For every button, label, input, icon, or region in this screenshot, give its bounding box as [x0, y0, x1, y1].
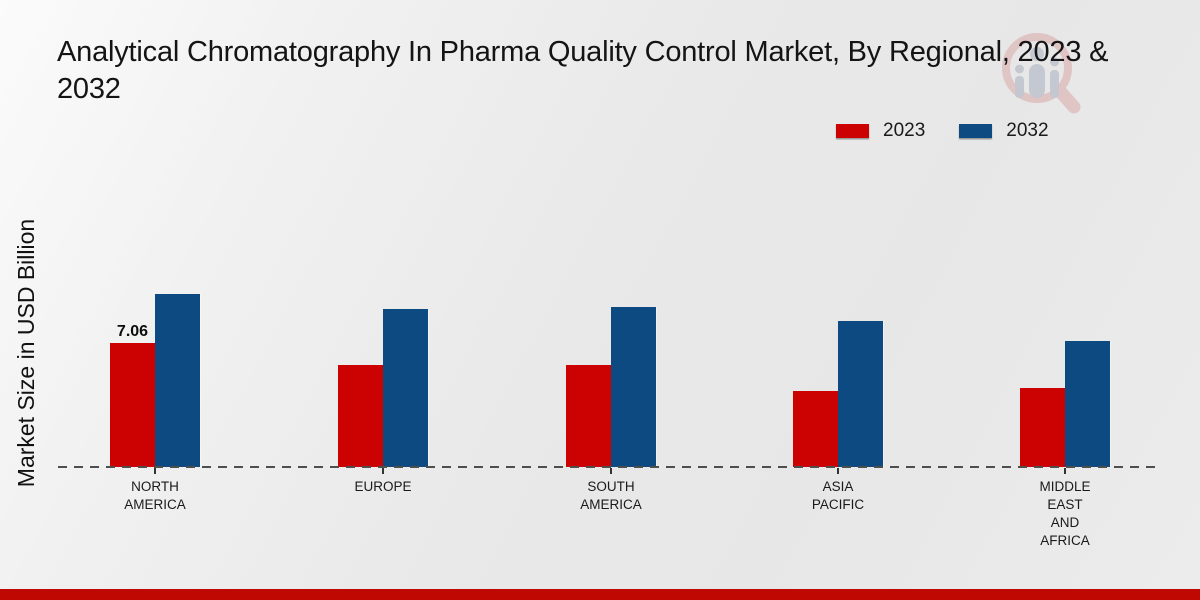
page-title: Analytical Chromatography In Pharma Qual…	[57, 36, 1109, 105]
x-axis-label-europe: EUROPE	[354, 479, 412, 494]
legend-swatch-2032	[959, 124, 993, 138]
x-axis-tick	[382, 468, 384, 474]
legend-item-2023: 2023	[836, 120, 925, 142]
legend-label-2023: 2023	[883, 120, 926, 141]
x-axis-label-north-america: NORTH AMERICA	[124, 479, 186, 512]
bar-2023-south-america	[566, 365, 611, 467]
x-axis-label-south-america: SOUTH AMERICA	[580, 479, 642, 512]
x-axis-baseline	[58, 466, 1158, 468]
x-axis-labels: NORTH AMERICA EUROPE SOUTH AMERICA ASIA PACIFI…	[0, 468, 1200, 559]
bar-2023-middle-east-and-africa	[1020, 388, 1065, 467]
x-axis-tick	[837, 468, 839, 474]
bar-2023-europe	[338, 365, 383, 467]
y-axis-title: Market Size in USD Billion	[13, 218, 39, 488]
magnifier-bar-chart-watermark-icon	[1002, 33, 1081, 114]
chart-legend: 2023 2032	[836, 120, 1049, 142]
bar-2032-north-america	[155, 294, 200, 467]
footer-accent-bar	[0, 589, 1200, 600]
legend-swatch-2023	[836, 124, 869, 138]
bar-2023-asia-pacific	[793, 391, 838, 467]
x-axis-label-asia-pacific: ASIA PACIFIC	[811, 479, 865, 512]
x-axis-tick	[1064, 468, 1066, 474]
legend-item-2032: 2032	[959, 120, 1049, 142]
bar-2023-north-america	[110, 343, 155, 467]
bar-chart-plot-area: 7.06	[0, 170, 1200, 467]
bar-2032-asia-pacific	[838, 321, 883, 467]
x-axis-label-middle-east-and-africa: MIDDLE EAST AND AFRICA	[1039, 479, 1091, 548]
x-axis-tick	[610, 468, 612, 474]
legend-label-2032: 2032	[1006, 120, 1049, 141]
bar-value-label: 7.06	[116, 323, 149, 340]
bar-2032-middle-east-and-africa	[1065, 341, 1110, 467]
x-axis-tick	[154, 468, 156, 474]
bar-2032-south-america	[611, 307, 656, 467]
bar-2032-europe	[383, 309, 428, 467]
